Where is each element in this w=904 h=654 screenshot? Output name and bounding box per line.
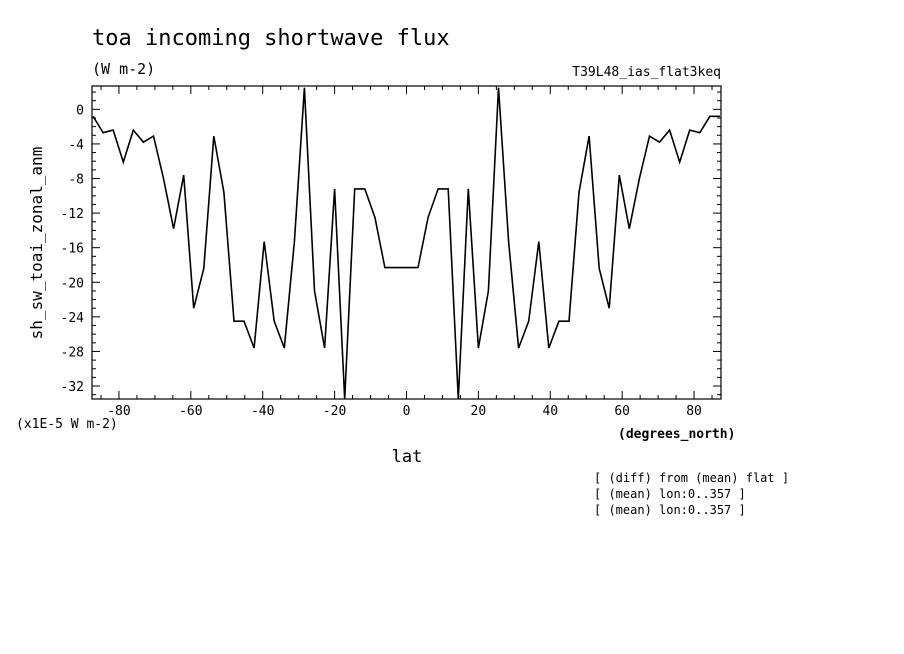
x-tick-label: 20	[471, 404, 487, 419]
x-tick-label: 60	[614, 404, 630, 419]
x-tick-label: 0	[403, 404, 411, 419]
chart-units: (W m-2)	[92, 60, 155, 78]
y-tick-label: 0	[76, 103, 84, 118]
chart-title: toa incoming shortwave flux	[92, 26, 450, 51]
y-tick-label: -32	[61, 380, 84, 395]
y-tick-label: -4	[68, 138, 84, 153]
note-3: [ (mean) lon:0..357 ]	[594, 503, 746, 517]
note-2: [ (mean) lon:0..357 ]	[594, 487, 746, 501]
plot-frame	[91, 85, 722, 400]
y-tick-labels: 0 -4 -8 -12 -16 -20 -24 -28 -32	[61, 103, 85, 395]
experiment-label: T39L48_ias_flat3keq	[572, 65, 721, 80]
x-tick-label: -40	[251, 404, 274, 419]
y-tick-label: -28	[61, 345, 84, 360]
series-line	[92, 87, 720, 399]
y-tick-label: -16	[61, 242, 84, 257]
x-tick-label: 40	[542, 404, 558, 419]
x-axis-units: (degrees_north)	[618, 427, 735, 442]
note-1: [ (diff) from (mean) flat ]	[594, 471, 789, 485]
axis-ticks	[92, 86, 721, 399]
x-tick-label: -60	[179, 404, 202, 419]
x-tick-labels: -80 -60 -40 -20 0 20 40 60 80	[107, 404, 702, 419]
y-tick-label: -24	[61, 311, 85, 326]
y-tick-label: -12	[61, 207, 84, 222]
y-axis-label: sh_sw_toai_zonal_anm	[27, 147, 46, 340]
y-scale-note: (x1E-5 W m-2)	[16, 417, 118, 432]
y-tick-label: -20	[61, 276, 84, 291]
y-tick-label: -8	[68, 173, 84, 188]
x-axis-label: lat	[392, 447, 423, 467]
x-tick-label: -80	[107, 404, 130, 419]
x-tick-label: 80	[686, 404, 702, 419]
x-tick-label: -20	[323, 404, 346, 419]
